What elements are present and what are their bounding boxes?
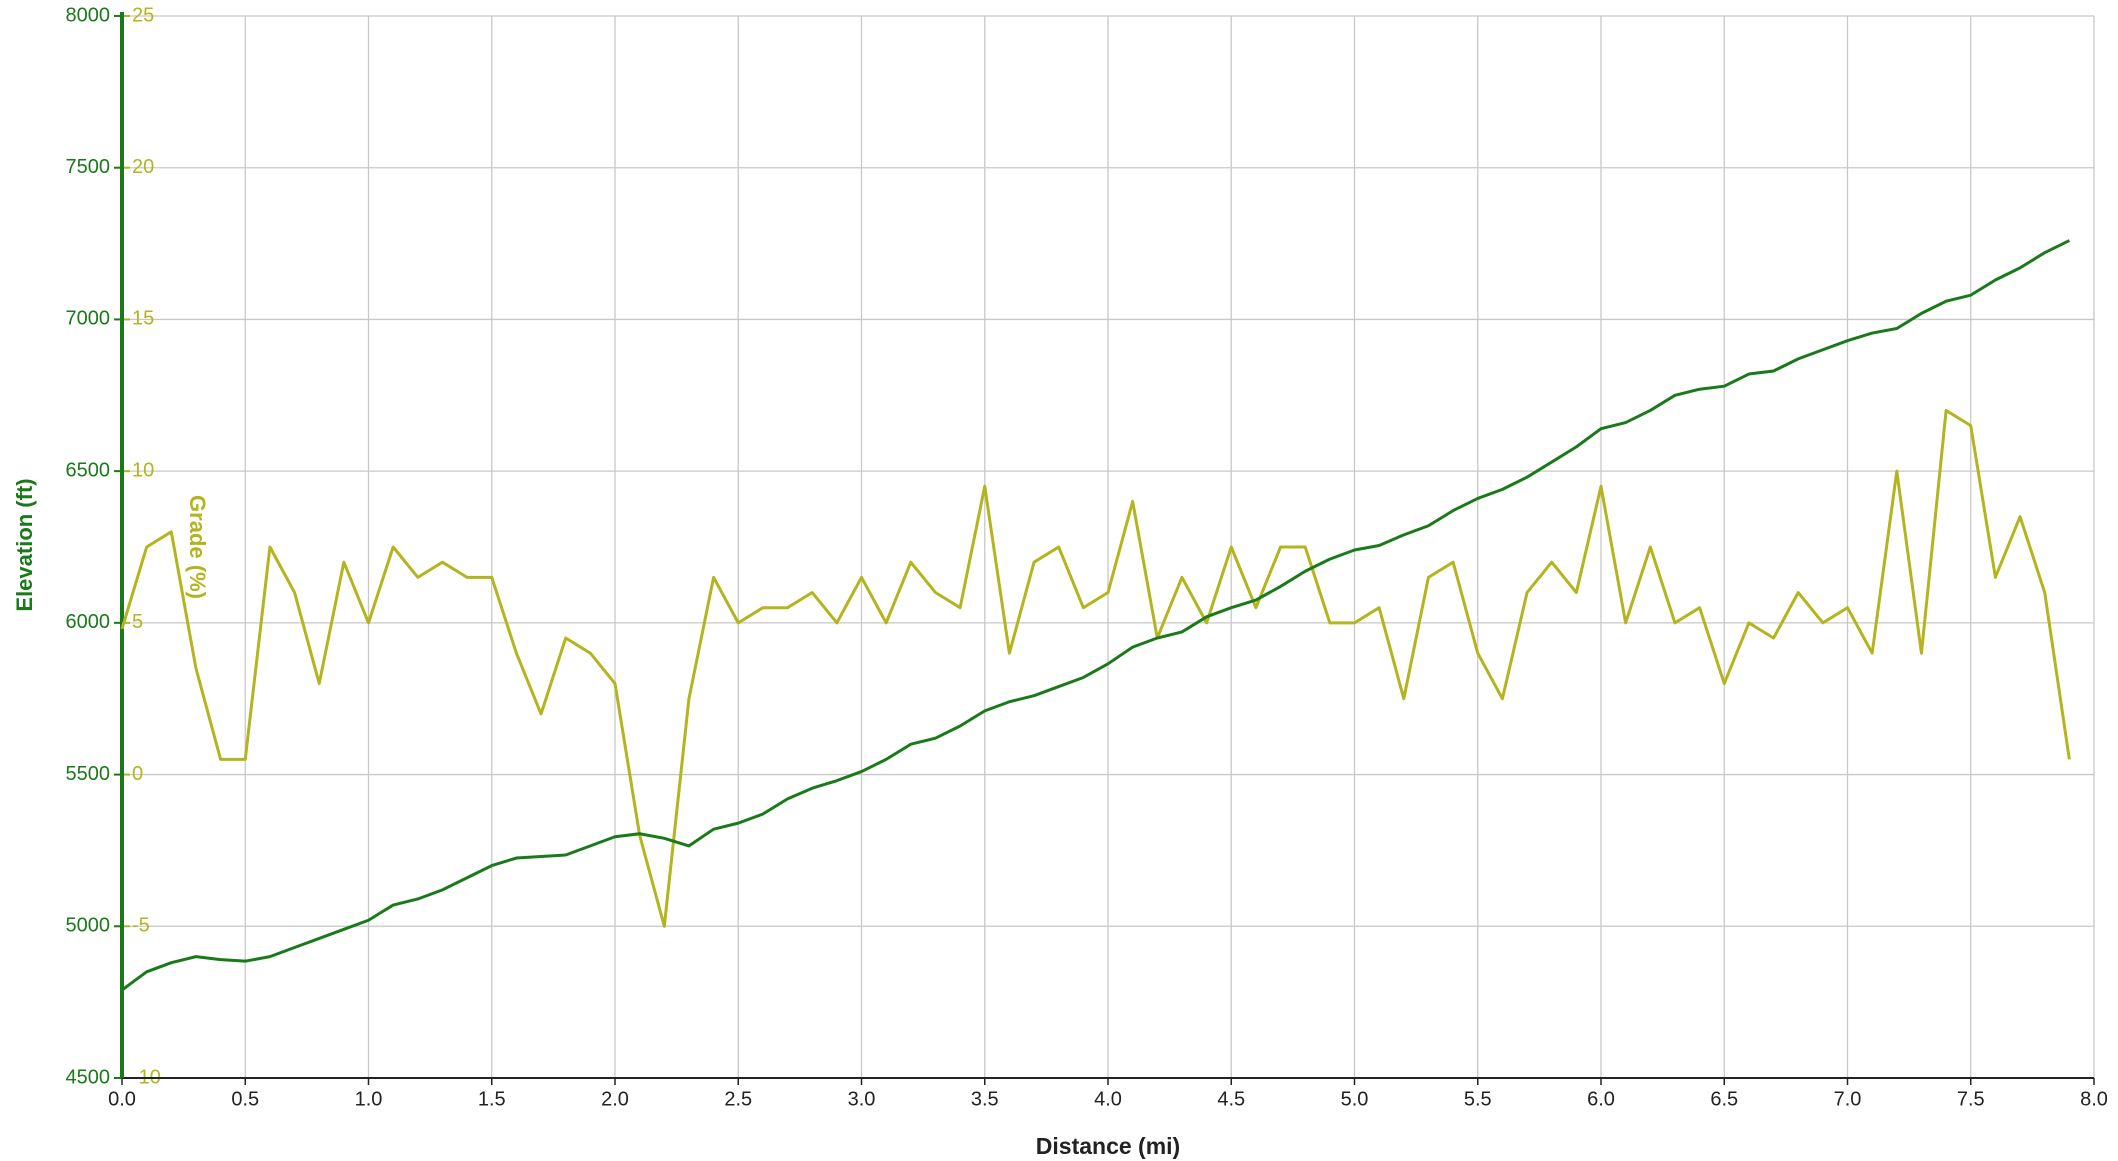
y-tick-label: 8000 bbox=[66, 4, 111, 26]
x-tick-label: 1.5 bbox=[478, 1088, 506, 1110]
line-series bbox=[121, 239, 2071, 992]
x-tick-label: 7.5 bbox=[1957, 1088, 1985, 1110]
y2-tick-label: -5 bbox=[132, 915, 150, 937]
y-axis-label: Elevation (ft) bbox=[12, 478, 37, 611]
y2-tick-label: 25 bbox=[132, 4, 154, 26]
y-tick-label: 5500 bbox=[66, 763, 111, 785]
x-tick-label: 4.5 bbox=[1217, 1088, 1245, 1110]
y2-axis-label: Grade (%) bbox=[185, 495, 210, 599]
x-tick-label: 5.0 bbox=[1341, 1088, 1369, 1110]
x-tick-label: 7.0 bbox=[1834, 1088, 1862, 1110]
y-tick-label: 4500 bbox=[66, 1066, 111, 1088]
x-tick-label: 2.0 bbox=[601, 1088, 629, 1110]
y-tick-label: 7500 bbox=[66, 156, 111, 178]
y2-tick-label: 15 bbox=[132, 308, 154, 330]
y2-tick-label: 5 bbox=[132, 611, 143, 633]
x-tick-label: 2.5 bbox=[724, 1088, 752, 1110]
y-tick-label: 5000 bbox=[66, 915, 111, 937]
x-tick-label: 1.0 bbox=[355, 1088, 383, 1110]
x-tick-label: 3.0 bbox=[848, 1088, 876, 1110]
x-tick-label: 3.5 bbox=[971, 1088, 999, 1110]
y-tick-label: 7000 bbox=[66, 308, 111, 330]
x-tick-label: 4.0 bbox=[1094, 1088, 1122, 1110]
y2-tick-label: 20 bbox=[132, 156, 154, 178]
y-tick-label: 6500 bbox=[66, 459, 111, 481]
x-tick-label: 6.0 bbox=[1587, 1088, 1615, 1110]
x-tick-label: 0.5 bbox=[231, 1088, 259, 1110]
y2-tick-label: 10 bbox=[132, 459, 154, 481]
y2-tick-label: 0 bbox=[132, 763, 143, 785]
x-tick-label: 5.5 bbox=[1464, 1088, 1492, 1110]
y-tick-label: 6000 bbox=[66, 611, 111, 633]
line-series bbox=[120, 408, 2071, 928]
x-tick-label: 0.0 bbox=[108, 1088, 136, 1110]
x-tick-label: 6.5 bbox=[1710, 1088, 1738, 1110]
x-tick-label: 8.0 bbox=[2080, 1088, 2108, 1110]
x-axis-label: Distance (mi) bbox=[1036, 1133, 1180, 1159]
